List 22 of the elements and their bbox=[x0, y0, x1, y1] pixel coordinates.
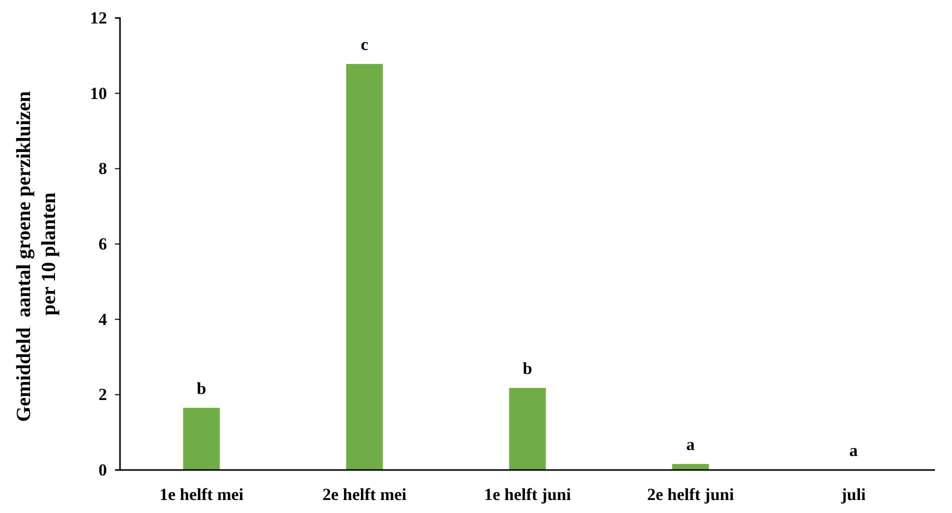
annotation: a bbox=[686, 434, 696, 454]
bar bbox=[509, 388, 546, 470]
y-tick-label: 2 bbox=[98, 385, 107, 404]
bar bbox=[346, 64, 383, 470]
bar bbox=[672, 464, 709, 470]
annotation: b bbox=[522, 358, 532, 378]
annotation: b bbox=[196, 378, 206, 398]
y-axis-title: Gemiddeld aantal groene perzikluizen per 10 planten bbox=[13, 86, 60, 422]
x-tick-label: 1e helft juni bbox=[484, 485, 572, 504]
y-tick-label: 0 bbox=[98, 460, 107, 480]
y-tick-label: 12 bbox=[90, 8, 107, 28]
y-tick-label: 6 bbox=[98, 234, 107, 254]
y-tick-label: 10 bbox=[90, 84, 107, 103]
x-tick-label: 2e helft juni bbox=[647, 485, 734, 504]
x-tick-label: 2e helft mei bbox=[322, 485, 407, 504]
bar bbox=[183, 408, 220, 470]
annotation: a bbox=[849, 441, 858, 460]
annotation: c bbox=[360, 34, 369, 54]
x-tick-label: juli bbox=[840, 485, 866, 504]
y-tick-label: 8 bbox=[98, 159, 107, 178]
y-tick-label: 4 bbox=[98, 310, 108, 329]
x-tick-label: 1e helft mei bbox=[159, 485, 244, 504]
